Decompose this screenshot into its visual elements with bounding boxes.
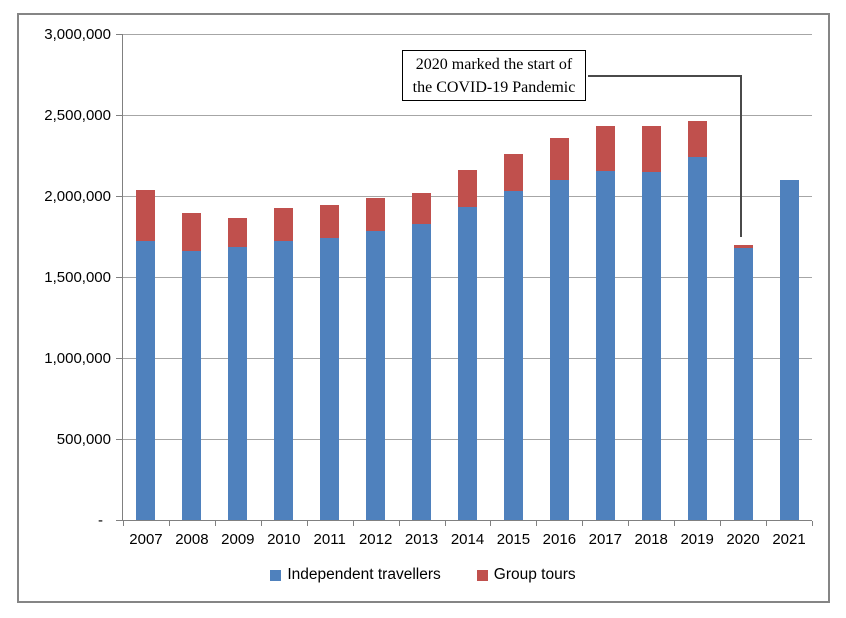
annotation-line-2: the COVID-19 Pandemic [412,79,576,96]
bar-2009-independent-travellers [228,247,248,520]
x-tick-label: 2018 [634,531,668,548]
x-tick-label: 2014 [450,531,485,548]
bar-2012-group-tours [366,197,386,231]
bar-2014-group-tours [458,170,477,208]
annotation-callout: 2020 marked the start of the COVID-19 Pa… [402,50,586,101]
y-tick [116,358,123,359]
bar-2019-group-tours [687,120,707,158]
bar-2007-independent-travellers [136,241,156,520]
x-tick [674,521,676,526]
y-tick-label: - [98,511,103,529]
legend-label: Group tours [493,566,576,583]
bar-2017-group-tours [595,126,615,171]
x-tick-label: 2009 [221,531,255,548]
x-tick-label: 2016 [542,531,577,548]
bar-2008-independent-travellers [182,251,202,520]
bar-2009-group-tours [228,217,248,248]
x-tick [490,521,492,526]
y-tick-label: 2,000,000 [44,187,111,205]
bar-2020-independent-travellers [733,247,753,520]
x-tick-label: 2011 [313,531,346,548]
bar-2015-group-tours [503,153,523,192]
bar-2014-independent-travellers [458,207,477,520]
x-tick [123,521,124,526]
bar-2013-group-tours [412,192,432,224]
x-tick [720,521,722,526]
x-tick [536,521,538,526]
y-tick [116,115,123,116]
bar-2012-independent-travellers [366,230,386,520]
x-tick-label: 2010 [267,531,301,548]
bar-2019-independent-travellers [687,157,707,520]
x-tick [306,521,308,526]
y-tick [116,520,123,521]
x-tick [812,521,813,526]
legend-swatch-group-tours [476,569,488,581]
x-tick-label: 2019 [680,531,714,548]
y-tick-label: 1,000,000 [44,349,111,367]
bar-2018-group-tours [641,125,661,172]
x-tick-label: 2017 [588,531,622,548]
x-tick [214,521,216,526]
bar-2011-independent-travellers [320,238,340,520]
x-tick-label: 2012 [358,531,393,548]
y-tick [116,34,123,35]
legend-swatch-independent-travellers [270,569,282,581]
x-tick [766,521,768,526]
x-tick [168,521,170,526]
x-tick [352,521,354,526]
bar-2011-group-tours [320,204,340,239]
x-tick [260,521,262,526]
y-gridline [123,34,812,35]
bar-2008-group-tours [182,213,202,252]
legend-item-independent-travellers: Independent travellers [270,566,441,584]
x-tick-label: 2021 [772,531,806,548]
annotation-connector-vertical [740,75,742,237]
x-tick [444,521,446,526]
x-tick-label: 2007 [129,531,163,548]
y-tick-label: 2,500,000 [44,106,111,124]
x-tick [582,521,584,526]
x-tick-label: 2008 [175,531,209,548]
bar-2010-independent-travellers [274,241,294,520]
y-tick-label: 500,000 [56,430,111,448]
bar-2010-group-tours [274,208,294,242]
x-tick-label: 2013 [404,531,439,548]
x-tick-label: 2015 [496,531,531,548]
x-tick-label: 2020 [726,531,760,548]
legend: Independent travellers Group tours [0,564,846,586]
y-tick [116,277,123,278]
y-gridline [123,115,812,116]
annotation-line-1: 2020 marked the start of [415,56,573,73]
x-tick [628,521,630,526]
bar-2016-group-tours [549,138,569,180]
y-tick [116,439,123,440]
x-tick [398,521,400,526]
legend-item-group-tours: Group tours [476,566,576,584]
y-tick [116,196,123,197]
bar-2021-independent-travellers [779,179,799,520]
x-axis-line [116,520,812,521]
bar-2015-independent-travellers [503,191,523,520]
legend-label: Independent travellers [287,566,441,583]
chart-frame-border [17,13,830,603]
bar-2020-group-tours [733,245,753,248]
bar-2017-independent-travellers [595,170,615,520]
y-tick-label: 1,500,000 [44,268,111,286]
bar-2016-independent-travellers [549,179,569,520]
annotation-connector-horizontal [588,75,741,77]
bar-2007-group-tours [136,189,156,242]
bar-2018-independent-travellers [641,171,661,520]
bar-2013-independent-travellers [412,223,432,520]
y-tick-label: 3,000,000 [44,25,111,43]
